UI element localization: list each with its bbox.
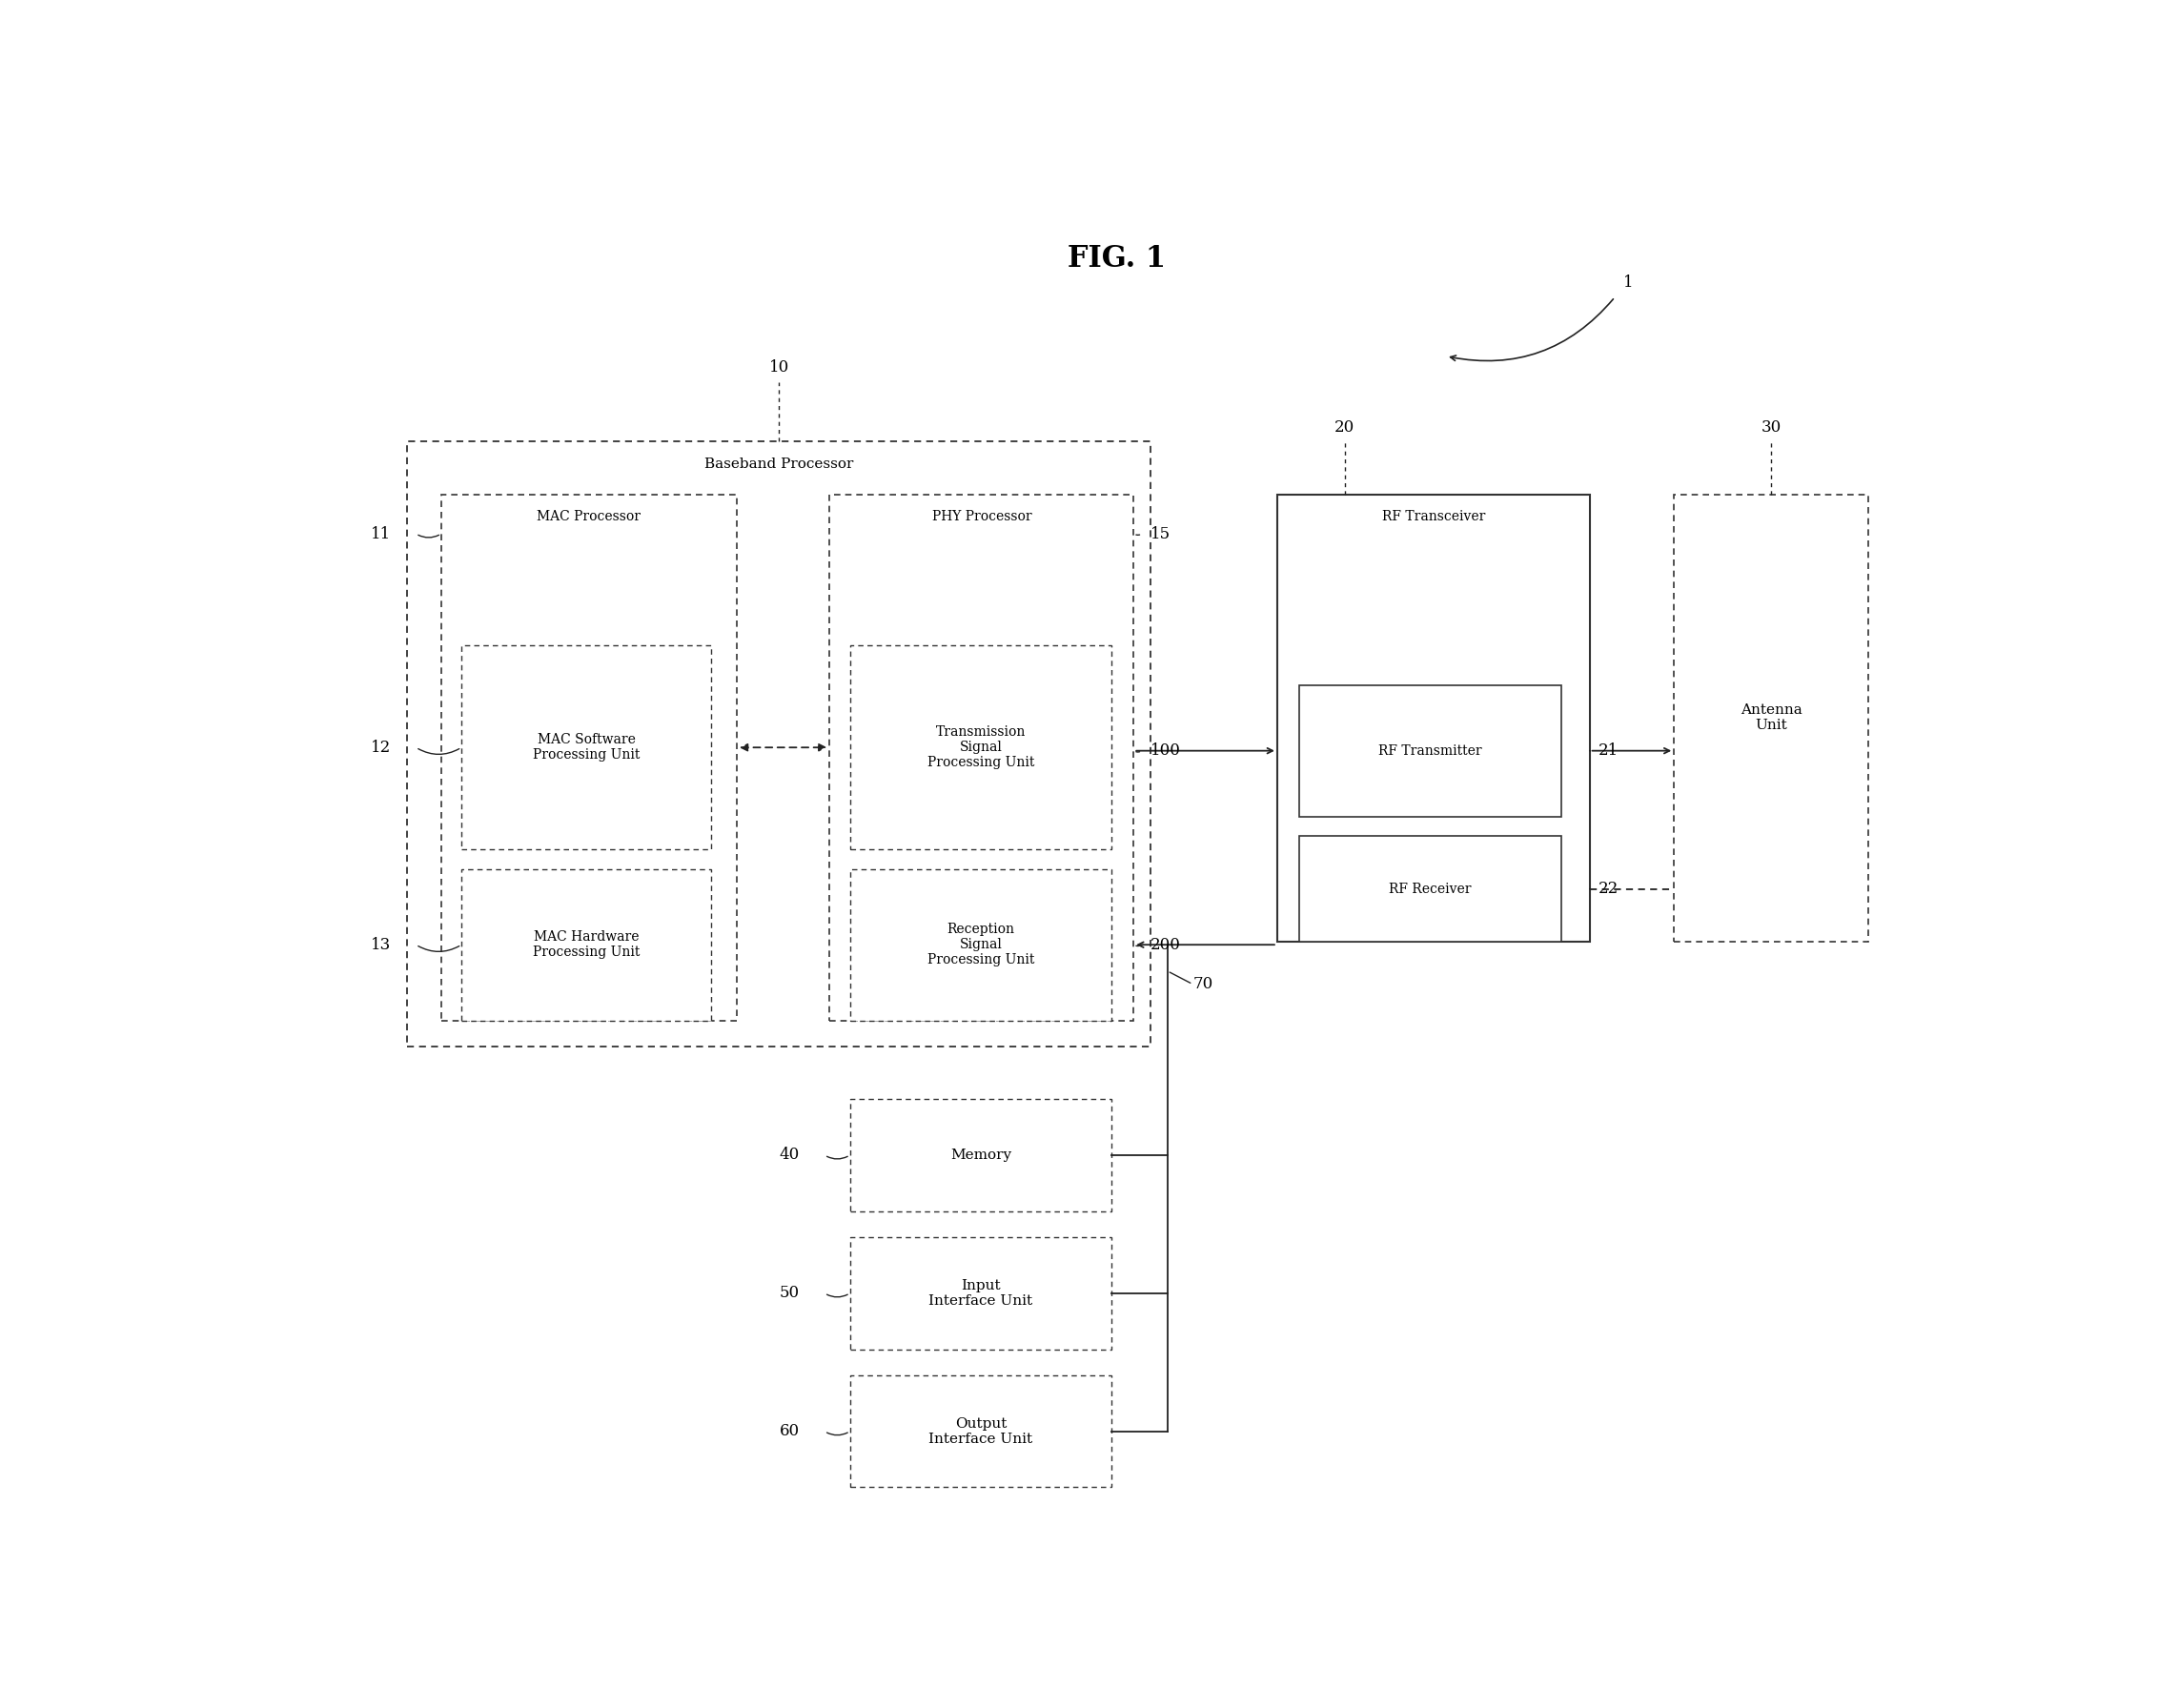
- Text: RF Transceiver: RF Transceiver: [1381, 511, 1486, 523]
- Text: 15: 15: [1151, 526, 1170, 541]
- Text: Output
Interface Unit: Output Interface Unit: [928, 1418, 1033, 1445]
- Bar: [830, 494, 1133, 1020]
- Bar: [1673, 494, 1867, 941]
- Text: 10: 10: [769, 360, 789, 376]
- Text: 200: 200: [1151, 936, 1181, 953]
- Text: 100: 100: [1151, 743, 1181, 758]
- Bar: [1277, 494, 1591, 941]
- Text: 60: 60: [780, 1423, 800, 1440]
- Text: 13: 13: [370, 936, 390, 953]
- Text: 30: 30: [1761, 418, 1780, 436]
- Bar: [1299, 837, 1560, 941]
- Text: Antenna
Unit: Antenna Unit: [1741, 704, 1802, 733]
- Bar: [850, 869, 1111, 1020]
- Text: FIG. 1: FIG. 1: [1068, 244, 1166, 273]
- Text: 1: 1: [1623, 275, 1634, 290]
- Text: RF Transmitter: RF Transmitter: [1379, 745, 1482, 757]
- Text: PHY Processor: PHY Processor: [933, 511, 1031, 523]
- Text: 50: 50: [780, 1284, 800, 1301]
- Text: 11: 11: [370, 526, 390, 541]
- Text: Input
Interface Unit: Input Interface Unit: [928, 1279, 1033, 1308]
- Bar: [1299, 685, 1560, 816]
- Text: 12: 12: [370, 740, 390, 755]
- Text: Baseband Processor: Baseband Processor: [704, 458, 854, 471]
- Text: RF Receiver: RF Receiver: [1388, 881, 1471, 895]
- Text: Memory: Memory: [950, 1148, 1011, 1161]
- Text: MAC Processor: MAC Processor: [536, 511, 641, 523]
- Bar: [850, 646, 1111, 849]
- Text: Transmission
Signal
Processing Unit: Transmission Signal Processing Unit: [928, 726, 1035, 770]
- Text: 40: 40: [780, 1148, 800, 1163]
- Text: 70: 70: [1192, 975, 1214, 992]
- Text: 22: 22: [1597, 881, 1619, 897]
- Bar: [462, 646, 713, 849]
- Text: MAC Hardware
Processing Unit: MAC Hardware Processing Unit: [534, 931, 641, 960]
- Bar: [850, 1375, 1111, 1488]
- Bar: [407, 442, 1151, 1047]
- Text: 20: 20: [1334, 418, 1355, 436]
- Text: Reception
Signal
Processing Unit: Reception Signal Processing Unit: [928, 922, 1035, 967]
- Bar: [462, 869, 713, 1020]
- Text: MAC Software
Processing Unit: MAC Software Processing Unit: [534, 733, 641, 762]
- Bar: [850, 1100, 1111, 1211]
- Bar: [850, 1237, 1111, 1349]
- Text: 21: 21: [1597, 743, 1619, 758]
- Bar: [440, 494, 737, 1020]
